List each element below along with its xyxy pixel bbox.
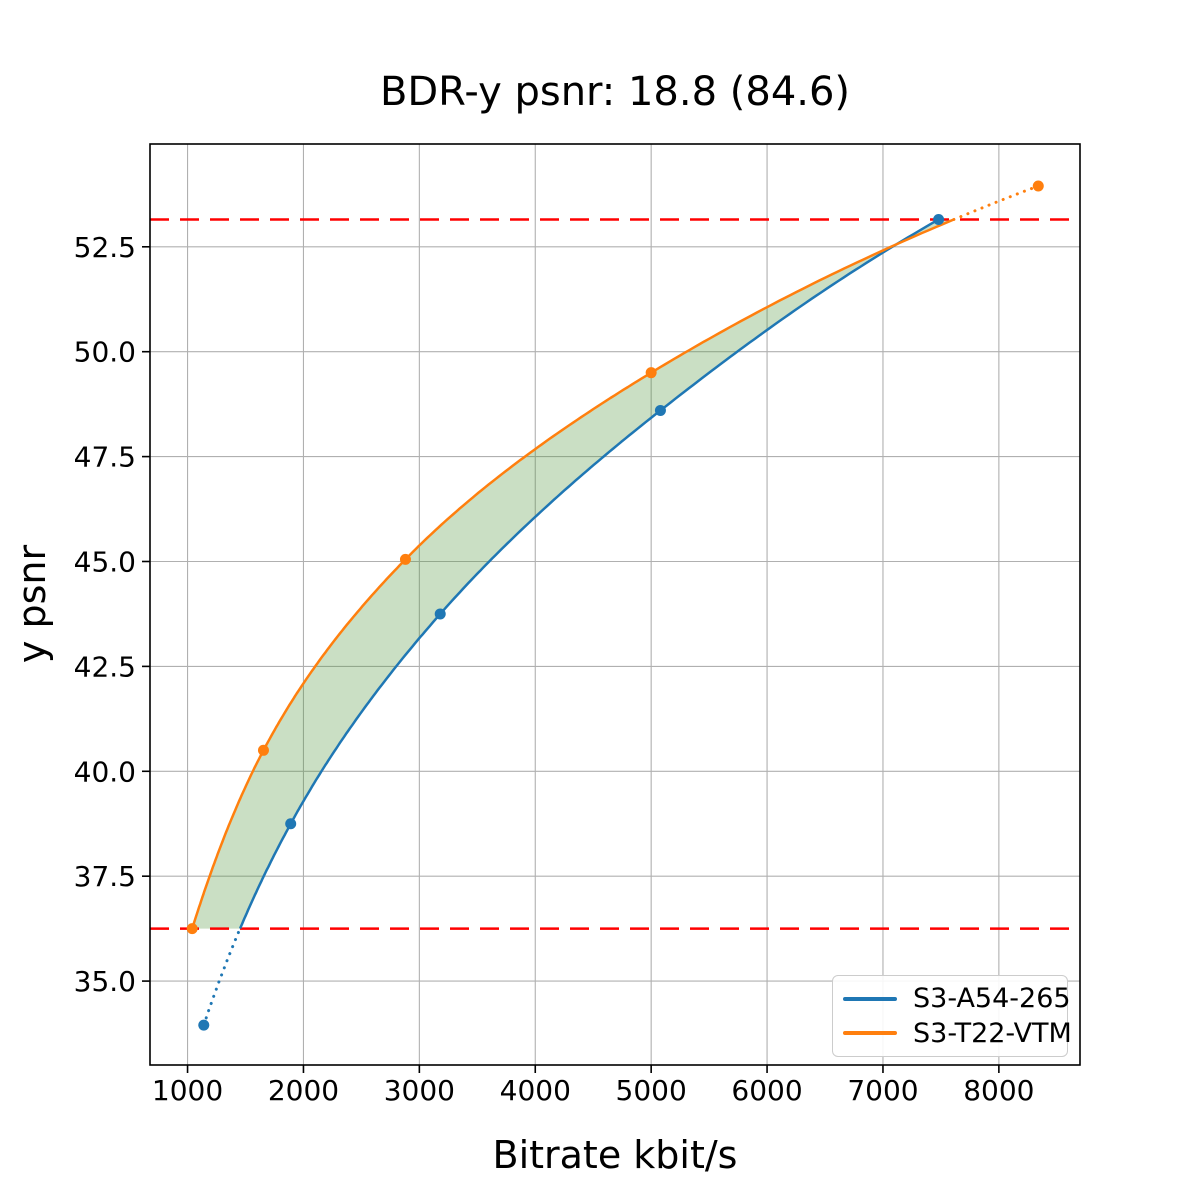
axes-frame — [149, 143, 1081, 1066]
data-point-marker — [285, 818, 297, 830]
data-point-marker — [257, 744, 269, 756]
x-tick-label: 4000 — [500, 1074, 571, 1107]
y-tick-label: 42.5 — [74, 650, 136, 683]
y-tick-label: 50.0 — [74, 336, 136, 369]
legend-entry-label: S3-A54-265 — [913, 983, 1071, 1015]
legend-entry: S3-A54-265 — [843, 985, 1071, 1012]
chart-title: BDR-y psnr: 18.8 (84.6) — [379, 69, 851, 115]
legend-entry-label: S3-T22-VTM — [913, 1017, 1072, 1049]
bd-integration-area — [192, 219, 954, 929]
y-tick-label: 45.0 — [74, 545, 136, 578]
x-tick-label: 2000 — [268, 1074, 339, 1107]
series-a54-265-dotted — [202, 927, 242, 1027]
legend-line-sample — [843, 997, 897, 1001]
data-point-marker — [654, 404, 666, 416]
x-axis-title: Bitrate kbit/s — [492, 1133, 738, 1177]
series-a54-265-curve — [238, 218, 940, 930]
y-tick-label: 40.0 — [74, 755, 136, 788]
y-tick-label: 52.5 — [74, 231, 136, 264]
x-tick-label: 1000 — [152, 1074, 223, 1107]
data-point-marker — [434, 608, 446, 620]
data-point-marker — [1032, 180, 1044, 192]
data-point-marker — [186, 923, 198, 935]
legend: S3-A54-265 S3-T22-VTM — [832, 975, 1072, 1057]
series-t22-vtm-dotted — [952, 184, 1040, 221]
legend-line-sample — [843, 1031, 897, 1035]
y-tick-label: 37.5 — [74, 860, 136, 893]
x-tick-label: 6000 — [731, 1074, 802, 1107]
data-point-marker — [198, 1019, 210, 1031]
x-tick-label: 3000 — [384, 1074, 455, 1107]
x-tick-label: 5000 — [616, 1074, 687, 1107]
series-t22-vtm-curve — [191, 218, 955, 929]
y-tick-label: 47.5 — [74, 441, 136, 474]
data-point-marker — [399, 553, 411, 565]
data-point-marker — [645, 367, 657, 379]
legend-entry: S3-T22-VTM — [843, 1020, 1072, 1047]
x-tick-label: 8000 — [963, 1074, 1034, 1107]
data-point-marker — [933, 214, 945, 226]
y-axis-title: y psnr — [10, 544, 54, 664]
y-tick-label: 35.0 — [74, 965, 136, 998]
x-tick-label: 7000 — [847, 1074, 918, 1107]
